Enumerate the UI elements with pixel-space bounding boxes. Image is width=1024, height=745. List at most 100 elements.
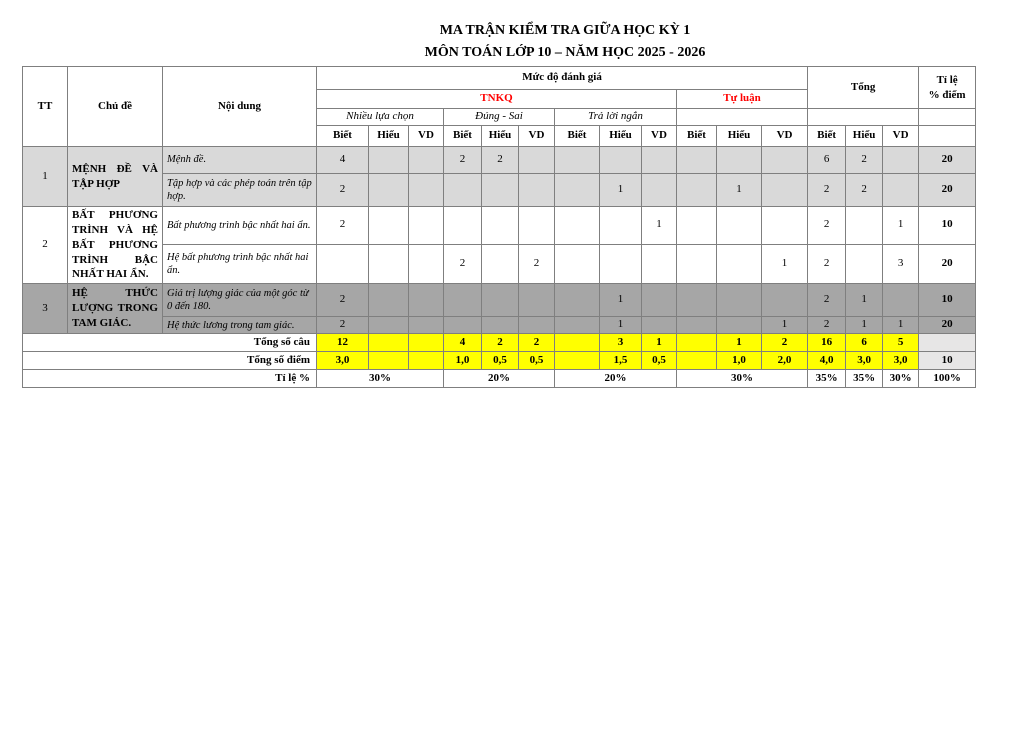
document-subtitle: MÔN TOÁN LỚP 10 – NĂM HỌC 2025 - 2026 [424, 45, 706, 60]
value-cell [845, 206, 884, 245]
value-cell: 1,0 [716, 351, 762, 371]
value-cell [554, 243, 600, 285]
value-cell: 1 [716, 333, 762, 353]
col-header-tnkq: TNKQ [316, 89, 677, 109]
ti-le-cell: 100% [918, 369, 977, 389]
value-cell [443, 283, 482, 318]
total-questions-label: Tổng số câu [22, 333, 317, 353]
value-cell: Hiểu [481, 125, 519, 147]
value-cell: 4 [443, 333, 482, 353]
value-cell: 2 [760, 333, 809, 353]
ti-le-cell: 20 [918, 316, 977, 335]
value-cell [443, 316, 482, 335]
value-cell [481, 243, 519, 285]
value-cell: Hiểu [716, 125, 762, 147]
ti-le-cell: 10 [918, 351, 977, 371]
exam-matrix-table: TT Chủ đề Nội dung Mức độ đánh giá Tổng … [22, 66, 977, 389]
value-cell: 4 [316, 146, 369, 174]
value-cell [882, 173, 920, 207]
value-cell: 2,0 [760, 351, 809, 371]
value-cell: 30% [882, 369, 920, 389]
value-cell [408, 316, 444, 335]
phan-tram-diem-label: % điểm [928, 88, 966, 101]
col-header-tra-loi-ngan: Trả lời ngắn [554, 108, 677, 126]
value-cell [641, 243, 677, 285]
value-cell [676, 351, 717, 371]
value-cell [443, 206, 482, 245]
table-row: 1 MỆNH ĐỀ VÀ TẬP HỢP Mệnh đề. 4 2 2 6 2 20 [22, 146, 977, 207]
value-cell [518, 173, 555, 207]
value-cell [408, 206, 444, 245]
value-cell: 1 [845, 316, 884, 335]
value-cell: 4,0 [807, 351, 847, 371]
noi-dung-cell: Hệ bất phương trình bậc nhất hai ẩn. [162, 243, 317, 285]
value-cell [408, 173, 444, 207]
value-cell: 2 [807, 206, 847, 245]
empty-header-cell [675, 108, 809, 126]
value-cell [760, 146, 809, 174]
value-cell: 2 [443, 146, 482, 174]
value-cell [554, 206, 600, 245]
value-cell: 1 [599, 283, 642, 318]
value-cell: 0,5 [481, 351, 519, 371]
value-cell: 2 [518, 333, 555, 353]
value-cell [408, 283, 444, 318]
value-cell [882, 146, 920, 174]
header-row-1: TT Chủ đề Nội dung Mức độ đánh giá Tổng … [22, 66, 977, 147]
value-cell: 1,5 [599, 351, 642, 371]
value-cell [368, 206, 409, 245]
value-cell [716, 146, 762, 174]
value-cell [408, 351, 444, 371]
chu-de-cell: BẤT PHƯƠNG TRÌNH VÀ HỆ BẤT PHƯƠNG TRÌNH … [67, 205, 163, 285]
value-cell: 30% [316, 369, 444, 389]
value-cell: 2 [316, 283, 369, 318]
value-cell: 20% [443, 369, 555, 389]
value-cell [599, 243, 642, 285]
value-cell [368, 283, 409, 318]
col-header-tt: TT [22, 66, 68, 147]
value-cell [518, 206, 555, 245]
value-cell [368, 351, 409, 371]
document-title-block: MA TRẬN KIỂM TRA GIỮA HỌC KỲ 1 MÔN TOÁN … [106, 20, 1024, 64]
value-cell [554, 173, 600, 207]
ti-le-cell: 10 [918, 206, 977, 245]
empty-header-cell [807, 108, 920, 126]
value-cell: 2 [481, 146, 519, 174]
value-cell: 1,0 [443, 351, 482, 371]
tt-cell: 1 [22, 146, 68, 207]
value-cell: Hiểu [845, 125, 884, 147]
value-cell [716, 206, 762, 245]
ti-le-cell: 20 [918, 173, 977, 207]
col-header-noi-dung: Nội dung [162, 66, 317, 147]
value-cell [518, 316, 555, 335]
value-cell [554, 316, 600, 335]
ti-le-cell: 10 [918, 283, 977, 318]
value-cell: 2 [443, 243, 482, 285]
value-cell [316, 243, 369, 285]
document-title: MA TRẬN KIỂM TRA GIỮA HỌC KỲ 1 [439, 23, 691, 38]
table-row: Tập hợp và các phép toán trên tập hợp. 2… [23, 173, 977, 207]
value-cell [599, 146, 642, 174]
value-cell: 3,0 [845, 351, 884, 371]
value-cell: 35% [845, 369, 884, 389]
value-cell: 6 [807, 146, 847, 174]
total-points-label: Tổng số điểm [22, 351, 317, 371]
value-cell: 2 [807, 316, 847, 335]
value-cell: 1 [641, 333, 677, 353]
noi-dung-cell: Mệnh đề. [162, 146, 317, 174]
value-cell [676, 243, 717, 285]
value-cell [760, 206, 809, 245]
value-cell: 1 [760, 316, 809, 335]
value-cell: 0,5 [641, 351, 677, 371]
value-cell: 3,0 [882, 351, 920, 371]
value-cell: 2 [807, 283, 847, 318]
value-cell: Biết [554, 125, 600, 147]
value-cell: 2 [845, 173, 884, 207]
value-cell: 1 [716, 173, 762, 207]
value-cell: VD [518, 125, 555, 147]
value-cell [481, 173, 519, 207]
noi-dung-cell: Tập hợp và các phép toán trên tập hợp. [162, 173, 317, 207]
empty-header-cell [918, 125, 977, 147]
value-cell [676, 206, 717, 245]
